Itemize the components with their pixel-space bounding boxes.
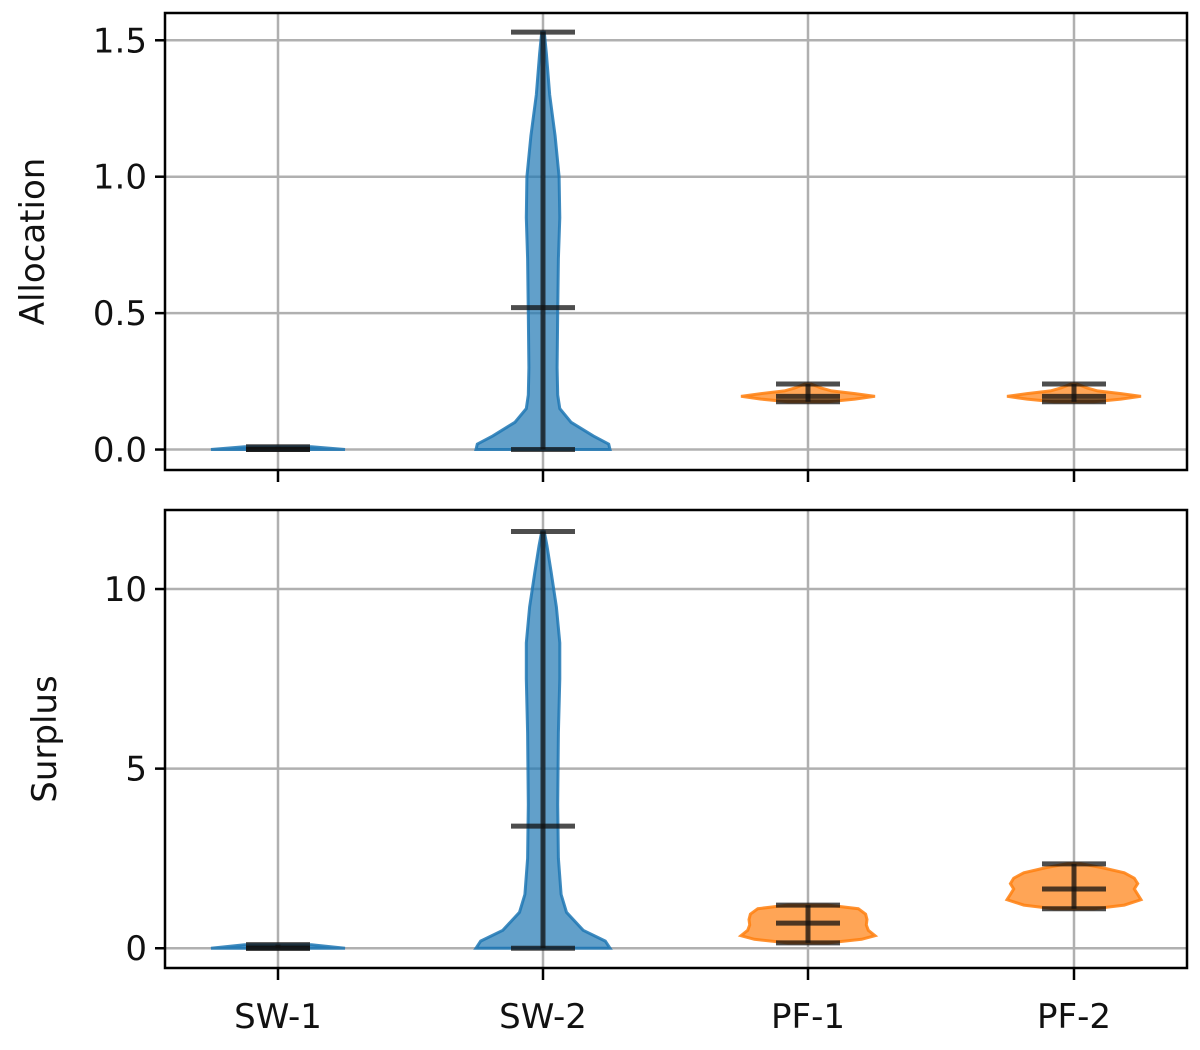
surplus-panel: 0 5 10 SW-1 SW-2 PF-1 PF-2 Surplus [25, 508, 1189, 1037]
surplus-xtick-label-2: PF-1 [771, 997, 845, 1037]
surplus-xtick-label-0: SW-1 [234, 997, 322, 1037]
allocation-panel: 0.0 0.5 1.0 1.5 Allocation [13, 11, 1189, 482]
allocation-ytick-label-3: 1.5 [93, 21, 147, 61]
allocation-ytick-label-1: 0.5 [93, 294, 147, 334]
allocation-ylabel: Allocation [13, 158, 53, 326]
surplus-ytick-label-0: 0 [125, 929, 147, 969]
surplus-ytick-label-1: 5 [125, 750, 147, 790]
surplus-axes-frame [163, 508, 1189, 970]
allocation-ytick-label-0: 0.0 [93, 431, 147, 471]
allocation-ytick-label-2: 1.0 [93, 158, 147, 198]
allocation-axes-frame [163, 11, 1189, 472]
surplus-xtick-label-3: PF-2 [1037, 997, 1111, 1037]
surplus-ytick-label-2: 10 [104, 570, 147, 610]
surplus-xtick-label-1: SW-2 [499, 997, 587, 1037]
surplus-ylabel: Surplus [25, 675, 65, 802]
